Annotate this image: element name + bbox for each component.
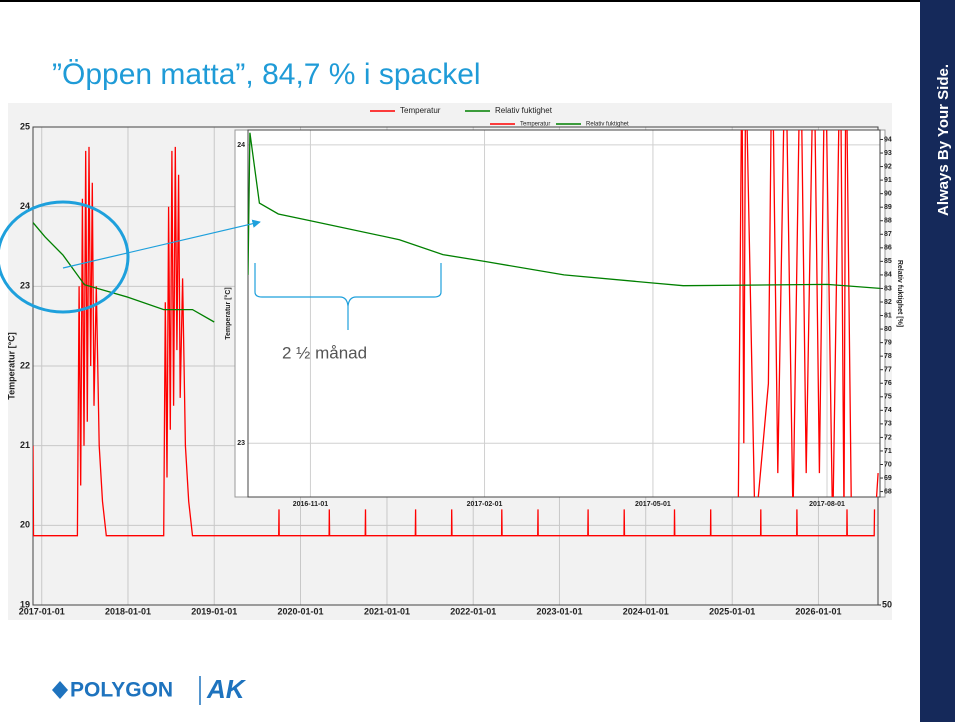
y-tick-label: 24 (237, 142, 245, 149)
inset-chart: 2016-11-01 2017-02-01 2017-05-01 2017-08-01… (224, 122, 903, 508)
y2-tick-label: 76 (884, 380, 892, 387)
y-tick-label: 23 (237, 440, 245, 447)
bracket (254, 263, 442, 330)
x-tick-label: 2022-01-01 (450, 606, 496, 616)
y2-tick-label: 81 (884, 312, 892, 319)
series-line (33, 146, 876, 537)
y2-tick-label: 89 (884, 204, 892, 211)
x-tick-label: 2024-01-01 (623, 606, 669, 616)
y2-tick-label: 71 (884, 448, 892, 455)
series-line (33, 222, 215, 323)
x-tick-label: 2025-01-01 (709, 606, 755, 616)
y-tick-label: 19 (20, 599, 30, 609)
legend-label: Temperatur (400, 106, 441, 115)
y2-tick-label: 50 (882, 599, 892, 609)
logo-brand: POLYGON (70, 679, 173, 702)
y2-tick-label: 84 (884, 272, 892, 279)
x-tick-label: 2023-01-01 (536, 606, 582, 616)
y2-tick-label: 83 (884, 285, 892, 292)
y-tick-label: 20 (20, 520, 30, 530)
x-tick-label: 2017-01-01 (19, 606, 65, 616)
legend-label: Temperatur (520, 122, 550, 128)
plot-frame (247, 129, 881, 498)
x-tick-label: 2021-01-01 (364, 606, 410, 616)
side-bar (920, 0, 955, 722)
annotation: 2 ½ månad (282, 343, 367, 362)
y-tick-label: 25 (20, 121, 30, 131)
x-tick-label: 2017-02-01 (467, 501, 503, 508)
zoom-arrow (62, 219, 261, 269)
inset-panel (234, 129, 886, 498)
legend-label: Relativ fuktighet (586, 122, 629, 128)
y2-tick-label: 80 (884, 326, 892, 333)
y-tick-label: 21 (20, 440, 30, 450)
y2-tick-label: 93 (884, 150, 892, 157)
x-tick-label: 2017-05-01 (635, 501, 671, 508)
y2-tick-label: 94 (884, 136, 892, 143)
y2-tick-label: 70 (884, 461, 892, 468)
x-tick-label: 2016-11-01 (293, 501, 329, 508)
y2-tick-label: 91 (884, 177, 892, 184)
logo-partner: AK (206, 674, 247, 704)
legend-label: Relativ fuktighet (495, 106, 553, 115)
y2-tick-label: 87 (884, 231, 892, 238)
y2-tick-label: 85 (884, 258, 892, 265)
y2-tick-label: 72 (884, 434, 892, 441)
y-axis-label: Temperatur [°C] (6, 332, 16, 399)
logo: POLYGON AK (52, 674, 247, 705)
slide-title: ”Öppen matta”, 84,7 % i spackel (52, 58, 481, 91)
y2-tick-label: 92 (884, 163, 892, 170)
y-axis-label: Temperatur [°C] (224, 287, 232, 339)
plot-area (33, 146, 876, 537)
y2-tick-label: 90 (884, 190, 892, 197)
y2-tick-label: 79 (884, 339, 892, 346)
x-tick-label: 2019-01-01 (191, 606, 237, 616)
plot-area (248, 130, 880, 497)
side-text: Always By Your Side. (935, 64, 952, 216)
x-tick-label: 2017-08-01 (809, 501, 845, 508)
y2-tick-label: 74 (884, 407, 892, 414)
logo-icon (52, 681, 68, 699)
y2-axis-label: Relativ fuktighet [%] (896, 260, 903, 327)
y2-tick-label: 78 (884, 353, 892, 360)
series-line (248, 132, 880, 290)
series-line (737, 130, 879, 497)
highlight-ellipse (0, 200, 130, 314)
y2-tick-label: 82 (884, 299, 892, 306)
x-tick-label: 2020-01-01 (277, 606, 323, 616)
y2-tick-label: 75 (884, 394, 892, 401)
x-tick-label: 2026-01-01 (795, 606, 841, 616)
y-tick-label: 22 (20, 360, 30, 370)
y2-tick-label: 69 (884, 475, 892, 482)
y2-tick-label: 73 (884, 421, 892, 428)
y-tick-label: 24 (20, 201, 30, 211)
x-tick-label: 2018-01-01 (105, 606, 151, 616)
y2-tick-label: 88 (884, 218, 892, 225)
y2-tick-label: 68 (884, 488, 892, 495)
y-tick-label: 23 (20, 281, 30, 291)
y2-tick-label: 86 (884, 245, 892, 252)
y2-tick-label: 77 (884, 367, 892, 374)
